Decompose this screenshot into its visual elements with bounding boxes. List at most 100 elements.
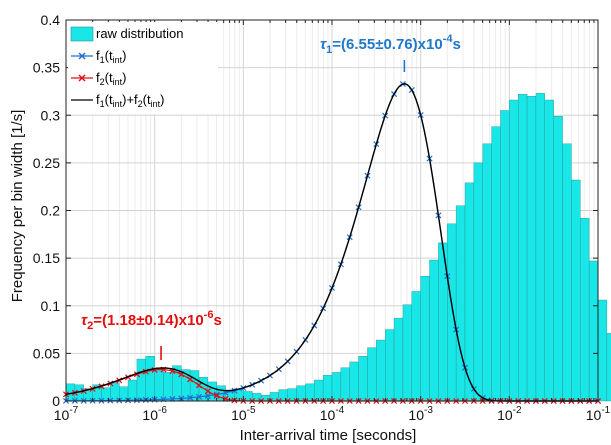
y-tick-label: 0	[52, 393, 60, 409]
f1-curve-marker	[204, 392, 211, 399]
legend-label-part: int	[113, 55, 123, 65]
histogram-bar	[411, 291, 421, 402]
histogram-bar	[482, 143, 492, 402]
y-tick-label: 0.15	[33, 250, 60, 266]
annotation-subscript: 2	[87, 320, 93, 332]
histogram-bar	[491, 126, 501, 402]
y-tick-label: 0.25	[33, 155, 60, 171]
histogram-bar	[314, 379, 324, 402]
x-tick-label-exponent: -2	[513, 405, 522, 416]
histogram-bar	[322, 375, 333, 402]
histogram-bar	[473, 162, 483, 402]
legend-label-part: )	[160, 92, 164, 107]
legend-label-part: (t	[143, 92, 151, 107]
legend-label-part: f	[96, 70, 100, 85]
histogram-bar	[127, 379, 138, 402]
histogram-bar	[349, 361, 359, 402]
legend-label: raw distribution	[96, 26, 183, 41]
f1-curve-marker	[213, 391, 220, 398]
annotation-superscript: -4	[443, 33, 454, 45]
legend-label-part: )	[122, 48, 126, 63]
x-tick-label: 10-4	[320, 405, 345, 423]
histogram-bar	[447, 223, 457, 402]
legend-label: f1(tint)	[96, 48, 126, 65]
annotation-suffix: s	[452, 36, 460, 53]
legend-swatch-patch	[70, 26, 94, 42]
legend-label-part: f	[96, 48, 100, 63]
histogram-bar	[367, 347, 377, 402]
legend-label-part: 1	[100, 55, 105, 65]
f2-curve-marker	[204, 388, 211, 395]
annotation-text: τ2=(1.18±0.14)x10-6s	[81, 309, 222, 332]
histogram-bar	[526, 95, 537, 402]
f1-curve-marker	[187, 394, 194, 401]
histogram-bar	[535, 93, 546, 402]
histogram-bar	[571, 179, 581, 402]
legend: raw distributionf1(tint)f2(tint)f1(tint)…	[68, 22, 218, 114]
tick-labels: 10-7 10-6 10-5 10-4 10-3 10-2 10-100.050.10.15…	[33, 12, 611, 423]
x-tick-label-exponent: -1	[601, 405, 610, 416]
legend-swatch-marker	[78, 52, 86, 60]
y-tick-label: 0.1	[41, 298, 61, 314]
x-tick-label: 10-5	[231, 405, 256, 423]
histogram-bar	[509, 99, 519, 402]
f1-curve-marker	[133, 397, 140, 404]
x-tick-label: 10-2	[497, 405, 522, 423]
x-tick-label-exponent: -5	[247, 405, 256, 416]
x-tick-label: 10-1	[586, 405, 611, 423]
histogram-bar	[597, 299, 608, 402]
histogram-bar	[376, 339, 386, 402]
annotation-symbol: τ	[320, 36, 327, 53]
y-tick-label: 0.4	[41, 12, 61, 28]
legend-label: f1(tint)+f2(tint)	[96, 92, 164, 109]
x-tick-label-base: 10	[497, 407, 513, 423]
histogram-bar	[136, 358, 147, 402]
histogram-bar	[553, 116, 563, 402]
x-axis-title: Inter-arrival time [seconds]	[240, 427, 417, 444]
histogram-bar	[340, 367, 350, 402]
histogram-bar	[429, 259, 439, 402]
legend-label-part: int	[113, 77, 123, 87]
annotation-tau1: τ1=(6.55±0.76)x10-4s	[320, 33, 461, 72]
x-tick-label-base: 10	[231, 407, 247, 423]
legend-entry: f2(tint)	[71, 70, 126, 87]
legend-swatch-marker	[78, 74, 86, 82]
y-tick-label: 0.3	[41, 107, 61, 123]
histogram-bar	[500, 110, 510, 402]
x-tick-label-base: 10	[408, 407, 424, 423]
annotation-body: =(6.55±0.76)x10	[332, 36, 442, 53]
histogram-bar	[296, 385, 306, 402]
legend-label-part: int	[113, 99, 123, 109]
legend-label-part: (t	[105, 48, 113, 63]
axes	[65, 19, 599, 402]
histogram-bar	[518, 94, 528, 402]
x-tick-label-exponent: -6	[158, 405, 167, 416]
x-tick-label-base: 10	[54, 407, 70, 423]
legend-label-part: 1	[100, 99, 105, 109]
x-tick-label-exponent: -3	[424, 405, 433, 416]
legend-label-part: 2	[138, 99, 143, 109]
f2-curve-marker	[195, 382, 203, 389]
histogram-bar	[420, 276, 430, 402]
f2-curve-marker	[213, 392, 220, 399]
histogram-bar	[154, 368, 164, 402]
legend-label-part: (t	[105, 92, 113, 107]
histogram-bar	[393, 317, 404, 402]
x-tick-label-base: 10	[320, 407, 336, 423]
x-tick-label-exponent: -4	[335, 405, 344, 416]
histogram-bar	[562, 143, 572, 402]
y-tick-label: 0.05	[33, 345, 60, 361]
annotation-symbol: τ	[81, 312, 88, 329]
histogram-bar	[305, 383, 315, 402]
legend-box: raw distributionf1(tint)f2(tint)f1(tint)…	[68, 22, 218, 114]
legend-label-part: raw distribution	[96, 26, 183, 41]
legend-label-part: )+f	[122, 92, 138, 107]
annotation-tau2: τ2=(1.18±0.14)x10-6s	[81, 309, 222, 360]
legend-entry: f1(tint)	[71, 48, 126, 65]
legend-label-part: 2	[100, 77, 105, 87]
histogram-bar	[358, 356, 368, 402]
histogram-bar	[331, 372, 342, 402]
